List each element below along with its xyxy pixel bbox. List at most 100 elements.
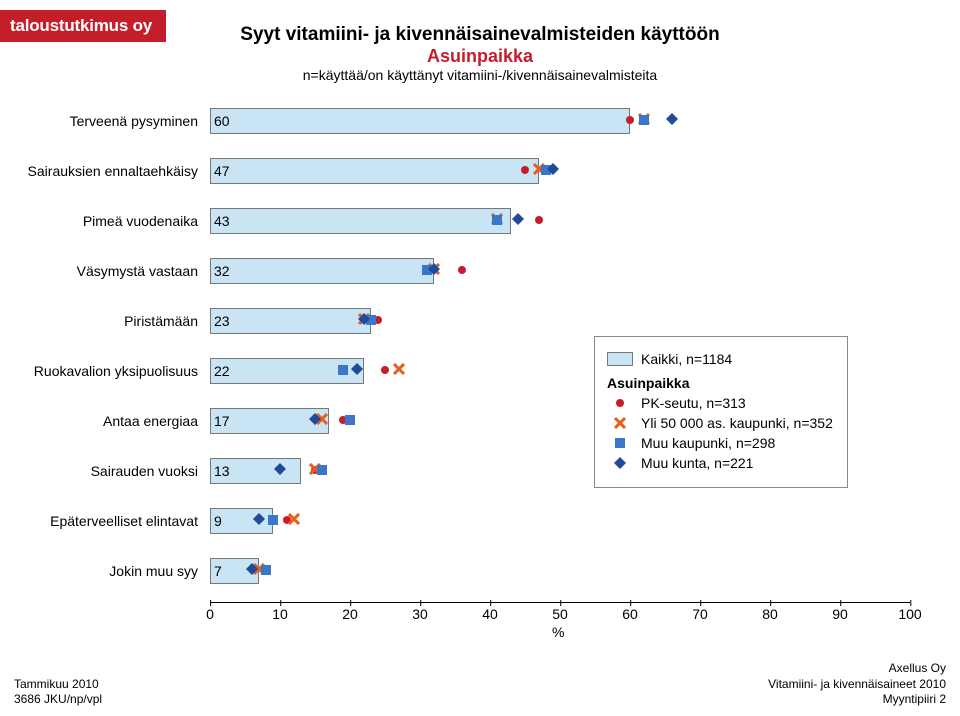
marker-muu_kunta [358,312,370,330]
footer-left-line2: 3686 JKU/np/vpl [14,692,102,708]
bar-value-label: 47 [214,163,230,179]
marker-muu_kaup [261,562,271,580]
x-tick-label: 80 [762,606,778,622]
bar [210,208,511,234]
legend-box: Kaikki, n=1184 Asuinpaikka PK-seutu, n=3… [594,336,848,488]
x-tick: 70 [692,606,708,622]
category-label: Piristämään [0,313,198,329]
legend-row: Yli 50 000 as. kaupunki, n=352 [607,415,833,431]
marker-pk [380,362,390,380]
bar-value-label: 13 [214,463,230,479]
legend-series-list: PK-seutu, n=313 Yli 50 000 as. kaupunki, … [607,395,833,471]
bar [210,258,434,284]
legend-row: Muu kunta, n=221 [607,455,833,471]
title-sub: Asuinpaikka [0,46,960,67]
x-axis-label: % [552,624,564,640]
x-tick-label: 50 [552,606,568,622]
x-tick: 10 [272,606,288,622]
footer-right-line2: Vitamiini- ja kivennäisaineet 2010 [768,677,946,693]
footer-left-line1: Tammikuu 2010 [14,677,102,693]
chart-row: Epäterveelliset elintavat 9 [0,496,960,546]
category-label: Sairauden vuoksi [0,463,198,479]
x-tick-label: 60 [622,606,638,622]
marker-muu_kunta [274,462,286,480]
legend-label: Muu kunta, n=221 [641,455,753,471]
chart-row: Väsymystä vastaan 32 [0,246,960,296]
legend-row: Muu kaupunki, n=298 [607,435,833,451]
x-tick: 40 [482,606,498,622]
category-label: Sairauksien ennaltaehkäisy [0,163,198,179]
chart-row: Jokin muu syy 7 [0,546,960,596]
x-tick: 0 [206,606,214,622]
x-tick-label: 0 [206,606,214,622]
category-label: Epäterveelliset elintavat [0,513,198,529]
footer-left: Tammikuu 2010 3686 JKU/np/vpl [14,677,102,708]
legend-label: Yli 50 000 as. kaupunki, n=352 [641,415,833,431]
footer-right-line1: Axellus Oy [768,661,946,677]
bar-value-label: 32 [214,263,230,279]
legend-label: Muu kaupunki, n=298 [641,435,775,451]
marker-muu_kaup [268,512,278,530]
category-label: Antaa energiaa [0,413,198,429]
bar-value-label: 9 [214,513,222,529]
marker-muu_kaup [639,112,649,130]
marker-muu_kunta [351,362,363,380]
marker-yli50 [393,362,405,380]
x-tick-label: 90 [832,606,848,622]
marker-muu_kunta [309,412,321,430]
marker-yli50 [288,512,300,530]
legend-header: Asuinpaikka [607,375,833,391]
marker-pk [534,212,544,230]
x-tick: 100 [898,606,921,622]
legend-marker-muu_kunta [607,457,633,469]
marker-muu_kunta [253,512,265,530]
x-tick-label: 40 [482,606,498,622]
legend-row: PK-seutu, n=313 [607,395,833,411]
marker-muu_kaup [345,412,355,430]
bar-value-label: 43 [214,213,230,229]
slide-page: taloustutkimus oy Syyt vitamiini- ja kiv… [0,0,960,716]
category-label: Väsymystä vastaan [0,263,198,279]
bar-value-label: 7 [214,563,222,579]
category-label: Ruokavalion yksipuolisuus [0,363,198,379]
marker-muu_kunta [512,212,524,230]
legend-marker-muu_kaup [607,438,633,448]
x-tick: 80 [762,606,778,622]
legend-marker-pk [607,398,633,408]
x-tick: 50 [552,606,568,622]
marker-muu_kaup [492,212,502,230]
x-tick-label: 100 [898,606,921,622]
title-main: Syyt vitamiini- ja kivennäisainevalmiste… [0,24,960,46]
bar [210,158,539,184]
x-tick-label: 20 [342,606,358,622]
legend-label: PK-seutu, n=313 [641,395,746,411]
chart-row: Terveenä pysyminen 60 [0,96,960,146]
category-label: Pimeä vuodenaika [0,213,198,229]
marker-pk [520,162,530,180]
title-n-line: n=käyttää/on käyttänyt vitamiini-/kivenn… [0,67,960,83]
legend-bar-swatch [607,352,633,366]
bar-value-label: 60 [214,113,230,129]
x-tick-label: 70 [692,606,708,622]
legend-marker-yli50 [607,417,633,429]
x-tick: 30 [412,606,428,622]
footer-right-line3: Myyntipiiri 2 [768,692,946,708]
category-label: Jokin muu syy [0,563,198,579]
bar-value-label: 23 [214,313,230,329]
bar [210,108,630,134]
bar-value-label: 17 [214,413,230,429]
marker-muu_kunta [666,112,678,130]
marker-muu_kunta [428,262,440,280]
marker-muu_kunta [547,162,559,180]
marker-muu_kunta [246,562,258,580]
chart-row: Pimeä vuodenaika 43 [0,196,960,246]
bar-value-label: 22 [214,363,230,379]
legend-all-label: Kaikki, n=1184 [641,351,732,367]
chart-row: Sairauksien ennaltaehkäisy 47 [0,146,960,196]
x-tick: 90 [832,606,848,622]
bar [210,308,371,334]
marker-muu_kaup [317,462,327,480]
category-label: Terveenä pysyminen [0,113,198,129]
marker-pk [625,112,635,130]
x-tick-label: 30 [412,606,428,622]
